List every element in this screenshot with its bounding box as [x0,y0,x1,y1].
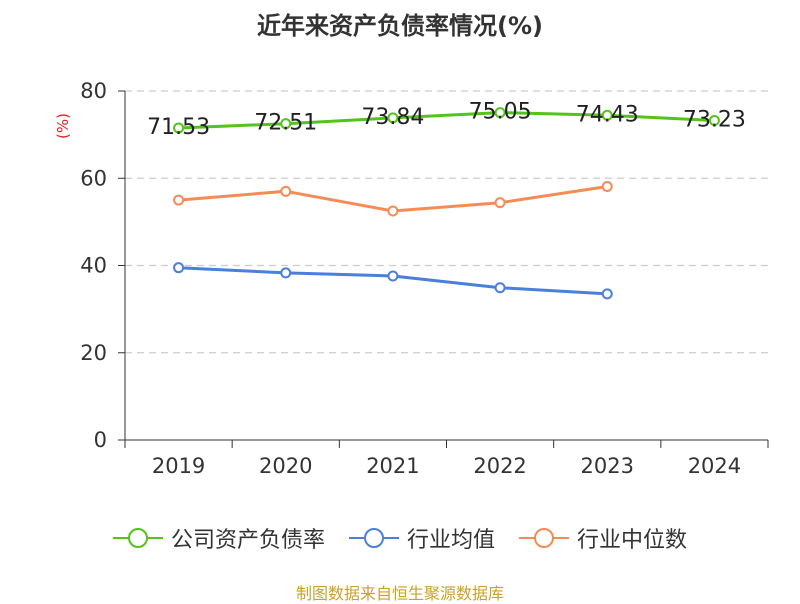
grid-layer [125,90,768,354]
legend-swatch [519,528,569,548]
legend-item[interactable]: 行业均值 [348,522,495,554]
legend-swatch-marker [363,528,384,548]
legend-swatch [348,528,399,548]
data-point [387,112,399,124]
data-point [387,205,399,217]
data-label: 73.23 [683,108,746,133]
axis-layer: 0 20 40 60 80 2019 2020 2021 2022 2023 2024 [80,79,769,478]
x-tick-label: 2019 [152,454,205,478]
source-note: 制图数据来自恒生聚源数据库 [295,584,504,603]
legend-swatch [112,528,163,548]
legend-swatch-marker [127,528,148,548]
y-axis-label: (%) [54,113,72,139]
legend-swatch-marker [534,528,554,548]
data-label: 71.53 [147,115,210,140]
chart-title: 近年来资产负债率情况(%) [257,12,543,40]
x-tick-label: 2020 [259,454,312,478]
y-tick-label: 80 [80,79,107,103]
data-label: 73.84 [361,105,424,130]
data-label: 75.05 [469,100,532,125]
legend: 公司资产负债率 行业均值 行业中位数 [0,520,800,556]
x-tick-label: 2024 [688,454,741,478]
data-point [601,181,613,193]
series-layer [173,107,720,300]
data-point [494,197,506,209]
x-tick-label: 2021 [366,454,419,478]
label-layer: 71.53 72.51 73.84 75.05 74.43 73.23 [147,100,746,140]
y-tick-label: 20 [80,341,107,365]
x-tick-label: 2022 [473,454,526,478]
series-line-0 [178,111,715,130]
data-point [708,115,720,127]
data-point [387,270,399,282]
data-label: 74.43 [576,102,639,127]
y-tick-label: 0 [94,428,107,452]
y-tick-label: 40 [80,254,107,278]
data-point [494,107,506,119]
data-point [280,118,292,130]
legend-item[interactable]: 公司资产负债率 [112,522,325,554]
data-point [280,267,292,279]
data-point [173,194,185,206]
data-point [601,109,613,121]
data-point [173,262,185,274]
data-point [601,288,613,300]
y-tick-label: 60 [80,166,107,190]
legend-label: 公司资产负债率 [170,528,325,553]
data-point [280,185,292,197]
legend-label: 行业中位数 [577,528,688,553]
legend-label: 行业均值 [406,528,495,553]
x-tick-label: 2023 [581,454,634,478]
data-point [494,282,506,294]
legend-item[interactable]: 行业中位数 [519,522,687,554]
data-point [173,122,185,134]
data-label: 72.51 [254,111,317,136]
